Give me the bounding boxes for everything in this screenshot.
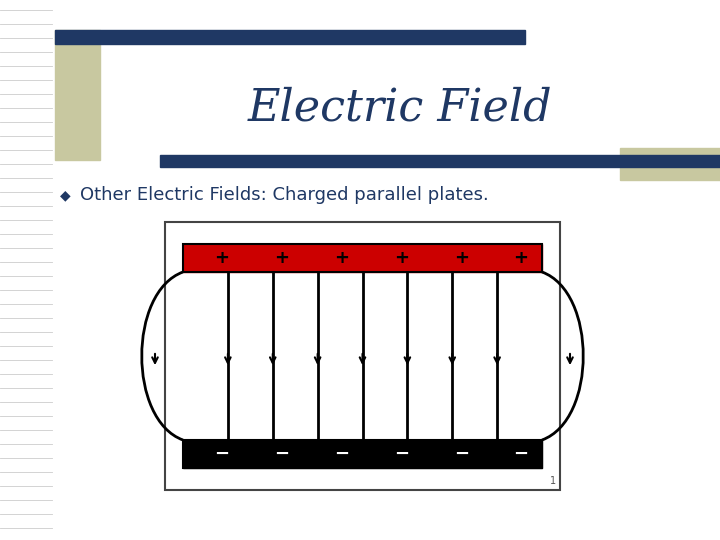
Bar [183,440,542,468]
Bar [183,440,542,468]
Bar [183,244,542,272]
Bar [160,155,720,167]
Text: Electric Field: Electric Field [248,86,552,130]
Text: −: − [394,445,409,463]
Bar [183,244,542,272]
Text: +: + [334,249,349,267]
Bar [55,30,100,160]
Bar [165,222,560,490]
Text: −: − [215,445,230,463]
Text: +: + [454,249,469,267]
Text: ◆: ◆ [60,188,71,202]
Text: −: − [513,445,528,463]
Bar [55,30,525,44]
Text: +: + [274,249,289,267]
Text: −: − [274,445,289,463]
Text: Other Electric Fields: Charged parallel plates.: Other Electric Fields: Charged parallel … [80,186,489,204]
Bar [620,148,720,180]
Text: −: − [334,445,349,463]
Text: −: − [454,445,469,463]
Text: 1: 1 [550,476,556,486]
Text: +: + [215,249,230,267]
Text: +: + [394,249,409,267]
Text: +: + [513,249,528,267]
